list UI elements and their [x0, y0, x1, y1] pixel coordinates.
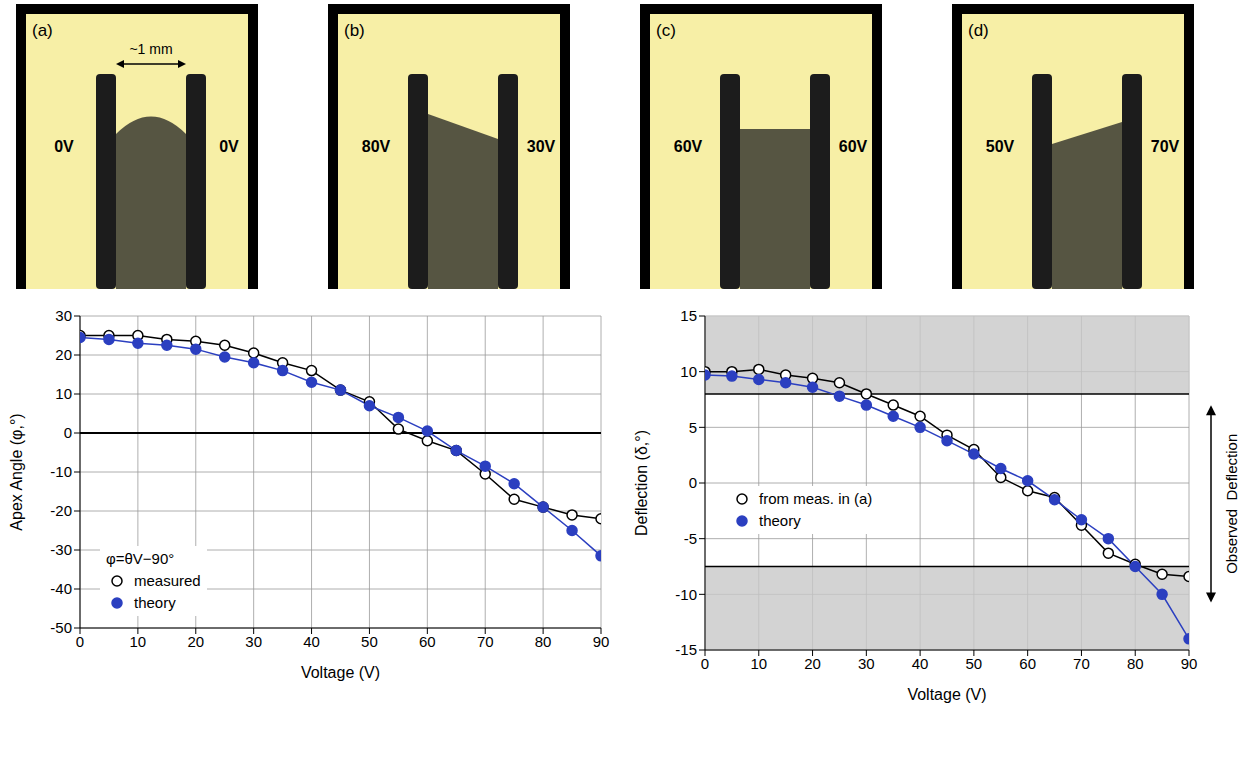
svg-text:80: 80	[1127, 655, 1144, 672]
html-text:theory: theory	[134, 594, 176, 611]
svg-text:Apex Angle (φ,°): Apex Angle (φ,°)	[8, 413, 25, 530]
svg-text:-10: -10	[50, 463, 72, 480]
svg-text:~1 mm: ~1 mm	[129, 41, 172, 57]
svg-text:15: 15	[680, 307, 697, 324]
svg-text:Deflection (δ,°): Deflection (δ,°)	[633, 430, 650, 536]
svg-text:-40: -40	[50, 580, 72, 597]
svg-text:80: 80	[535, 633, 552, 650]
svg-text:60V: 60V	[839, 138, 868, 155]
html-text:φ=θV−90°: φ=θV−90°	[106, 550, 175, 567]
svg-text:(d): (d)	[968, 21, 989, 40]
svg-text:20: 20	[55, 346, 72, 363]
svg-text:10: 10	[680, 363, 697, 380]
svg-text:30: 30	[858, 655, 875, 672]
svg-text:50V: 50V	[986, 138, 1015, 155]
svg-text:0V: 0V	[54, 138, 74, 155]
svg-text:10: 10	[130, 633, 147, 650]
svg-text:60: 60	[1019, 655, 1036, 672]
svg-text:10: 10	[750, 655, 767, 672]
svg-text:-50: -50	[50, 619, 72, 636]
svg-text:Observed Deflection: Observed Deflection	[1223, 434, 1240, 574]
svg-text:60V: 60V	[674, 138, 703, 155]
svg-text:30: 30	[245, 633, 262, 650]
svg-text:0: 0	[64, 424, 72, 441]
svg-text:0: 0	[76, 633, 84, 650]
svg-text:-20: -20	[50, 502, 72, 519]
svg-text:20: 20	[187, 633, 204, 650]
svg-text:-10: -10	[675, 586, 697, 603]
svg-text:-5: -5	[684, 530, 697, 547]
svg-text:-15: -15	[675, 641, 697, 658]
svg-text:60: 60	[419, 633, 436, 650]
svg-text:Voltage (V): Voltage (V)	[301, 664, 380, 681]
svg-text:70: 70	[477, 633, 494, 650]
svg-text:30: 30	[55, 307, 72, 324]
svg-text:70: 70	[1073, 655, 1090, 672]
svg-text:(c): (c)	[656, 21, 676, 40]
svg-text:-30: -30	[50, 541, 72, 558]
svg-text:Voltage (V): Voltage (V)	[907, 686, 986, 703]
svg-text:30V: 30V	[527, 138, 556, 155]
html-text:measured: measured	[134, 572, 201, 589]
svg-text:5: 5	[689, 419, 697, 436]
svg-text:40: 40	[912, 655, 929, 672]
svg-text:0V: 0V	[219, 138, 239, 155]
svg-text:40: 40	[303, 633, 320, 650]
html-text:from meas. in (a): from meas. in (a)	[759, 490, 873, 507]
svg-text:10: 10	[55, 385, 72, 402]
svg-text:80V: 80V	[362, 138, 391, 155]
svg-text:0: 0	[689, 474, 697, 491]
svg-text:50: 50	[966, 655, 983, 672]
svg-text:90: 90	[1181, 655, 1198, 672]
svg-text:90: 90	[593, 633, 610, 650]
svg-text:(b): (b)	[344, 21, 365, 40]
svg-text:70V: 70V	[1151, 138, 1180, 155]
svg-text:0: 0	[701, 655, 709, 672]
svg-text:20: 20	[804, 655, 821, 672]
svg-text:(a): (a)	[32, 21, 53, 40]
html-text:theory: theory	[759, 512, 801, 529]
svg-text:50: 50	[361, 633, 378, 650]
